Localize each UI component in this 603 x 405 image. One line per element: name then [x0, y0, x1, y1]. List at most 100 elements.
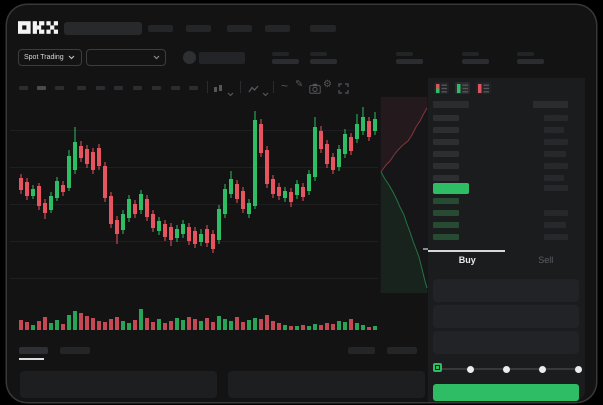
slider-stop-dot[interactable]	[467, 366, 474, 373]
ask-amount	[544, 139, 568, 145]
amount-slider-handle[interactable]	[433, 363, 442, 372]
chevron-down-icon[interactable]	[227, 84, 234, 102]
pair-logo-icon	[183, 51, 196, 64]
orders-panel-right	[228, 371, 425, 398]
ask-amount	[544, 127, 564, 133]
toolbar-divider	[207, 81, 208, 93]
bid-price[interactable]	[433, 234, 459, 240]
chevron-down-icon	[68, 55, 75, 60]
bid-amount	[544, 210, 568, 216]
orderbook-asks-icon[interactable]	[476, 82, 491, 94]
camera-icon[interactable]	[309, 81, 321, 99]
bid-amount	[544, 222, 566, 228]
buy-tab-indicator	[428, 250, 505, 252]
timeframe-button[interactable]	[55, 86, 64, 90]
orderbook-bids-icon[interactable]	[455, 82, 470, 94]
stat-value-placeholder	[272, 59, 299, 64]
nav-item-5[interactable]	[310, 25, 336, 32]
pair-name-placeholder	[199, 52, 245, 64]
bid-price[interactable]	[433, 210, 459, 216]
ask-price[interactable]	[433, 115, 459, 121]
ticker-stat	[517, 52, 544, 64]
buy-sell-tabs: Buy Sell	[428, 252, 585, 268]
draw-icon[interactable]: ✎	[295, 79, 304, 90]
ask-price[interactable]	[433, 175, 459, 181]
total-input[interactable]	[433, 331, 579, 354]
orders-panel-left	[20, 371, 217, 398]
depth-chart[interactable]	[380, 97, 428, 293]
price-row-amount	[544, 185, 568, 191]
tab-buy[interactable]: Buy	[458, 255, 476, 265]
stat-value-placeholder	[462, 59, 489, 64]
market-type-label: Spot Trading	[24, 54, 64, 61]
orderbook-split-icon[interactable]	[434, 82, 449, 94]
stat-label-placeholder	[310, 52, 327, 56]
timeframe-button[interactable]	[114, 86, 123, 90]
timeframe-button[interactable]	[96, 86, 105, 90]
nav-item-2[interactable]	[186, 25, 211, 32]
stat-label-placeholder	[517, 52, 534, 56]
ask-price[interactable]	[433, 139, 459, 145]
trade-sidebar: Buy Sell	[428, 78, 585, 402]
indicator-icon[interactable]	[248, 81, 259, 99]
last-price-pill[interactable]	[433, 183, 469, 194]
line-tool-icon[interactable]: ~	[281, 79, 289, 93]
ask-amount	[544, 175, 564, 181]
slider-stop-dot[interactable]	[539, 366, 546, 373]
pair-selector-dropdown[interactable]	[86, 49, 166, 66]
orderbook-header-amount	[533, 101, 568, 108]
interval-icon[interactable]	[213, 81, 223, 99]
ticker-stat	[310, 52, 337, 64]
orderbook-header-price	[433, 101, 469, 108]
nav-item-1[interactable]	[148, 25, 173, 32]
orders-tab-active[interactable]	[19, 347, 48, 354]
timeframe-button[interactable]	[152, 86, 161, 90]
active-tab-underline	[19, 358, 44, 360]
stat-label-placeholder	[462, 52, 479, 56]
timeframe-button[interactable]	[171, 86, 180, 90]
amount-input[interactable]	[433, 305, 579, 328]
toolbar-divider	[273, 81, 274, 93]
stat-label-placeholder	[396, 52, 413, 56]
orders-filter-1[interactable]	[348, 347, 375, 354]
okx-logo-glyph	[18, 21, 58, 34]
timeframe-button[interactable]	[37, 86, 46, 90]
orders-filter-2[interactable]	[387, 347, 417, 354]
search-input[interactable]	[64, 22, 142, 35]
timeframe-button[interactable]	[189, 86, 198, 90]
timeframe-button[interactable]	[19, 86, 28, 90]
price-input[interactable]	[433, 279, 579, 302]
buy-button[interactable]	[433, 384, 579, 401]
bid-price[interactable]	[433, 198, 459, 204]
stat-value-placeholder	[310, 59, 337, 64]
chevron-down-icon[interactable]	[262, 84, 269, 102]
candlestick-chart[interactable]	[10, 97, 378, 337]
okx-app-window: OKX Spot Trading	[7, 5, 596, 402]
toolbar-divider	[240, 81, 241, 93]
market-type-dropdown[interactable]: Spot Trading	[18, 49, 82, 66]
nav-item-3[interactable]	[227, 25, 252, 32]
ask-amount	[544, 115, 568, 121]
timeframe-button[interactable]	[133, 86, 142, 90]
tab-sell[interactable]: Sell	[538, 255, 554, 265]
orders-tab-2[interactable]	[60, 347, 90, 354]
bid-price[interactable]	[433, 222, 459, 228]
stat-label-placeholder	[272, 52, 289, 56]
nav-item-4[interactable]	[265, 25, 290, 32]
ask-amount	[544, 151, 566, 157]
settings-gear-icon[interactable]: ⚙	[323, 79, 332, 90]
slider-stop-dot[interactable]	[575, 366, 582, 373]
stat-value-placeholder	[396, 59, 423, 64]
slider-stop-dot[interactable]	[503, 366, 510, 373]
bid-amount	[544, 234, 568, 240]
chevron-down-icon	[153, 55, 160, 60]
fullscreen-icon[interactable]	[338, 81, 349, 99]
ask-price[interactable]	[433, 127, 459, 133]
ask-price[interactable]	[433, 151, 459, 157]
ask-amount	[544, 163, 568, 169]
ticker-stat	[462, 52, 489, 64]
okx-logo[interactable]: OKX	[18, 21, 58, 34]
timeframe-button[interactable]	[77, 86, 86, 90]
ask-price[interactable]	[433, 163, 459, 169]
